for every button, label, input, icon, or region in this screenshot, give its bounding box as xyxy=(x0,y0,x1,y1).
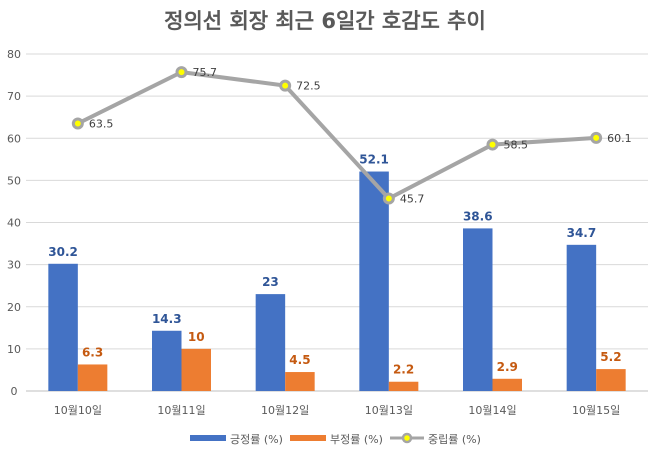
bar-positive xyxy=(48,263,78,391)
chart-title: 정의선 회장 최근 6일간 호감도 추이 xyxy=(164,9,486,33)
data-label-neutral: 75.7 xyxy=(193,66,218,79)
data-label-negative: 5.2 xyxy=(600,350,621,364)
data-label-positive: 14.3 xyxy=(152,312,182,326)
data-label-neutral: 60.1 xyxy=(607,132,632,145)
x-tick-label: 10월10일 xyxy=(54,403,102,417)
y-tick-label: 10 xyxy=(7,343,21,356)
neutral-point xyxy=(279,79,292,92)
y-tick-label: 70 xyxy=(7,90,21,103)
neutral-point xyxy=(71,117,84,130)
x-tick-label: 10월13일 xyxy=(365,403,413,417)
bar-positive xyxy=(152,330,182,391)
legend-swatch-negative xyxy=(290,435,326,441)
bar-positive xyxy=(255,294,286,391)
data-label-positive: 52.1 xyxy=(359,153,389,167)
data-label-negative: 10 xyxy=(188,330,205,344)
gridlines xyxy=(26,53,648,392)
data-label-negative: 4.5 xyxy=(289,353,310,367)
bar-positive xyxy=(463,228,493,391)
legend-label-positive: 긍정률 (%) xyxy=(230,433,283,446)
bar-positive xyxy=(359,171,389,391)
x-tick-label: 10월11일 xyxy=(157,403,205,417)
neutral-point xyxy=(175,66,188,79)
y-tick-label: 50 xyxy=(7,174,21,187)
neutral-point xyxy=(590,131,603,144)
bar-negative xyxy=(181,348,211,391)
data-label-neutral: 58.5 xyxy=(504,139,529,152)
bar-negative xyxy=(285,372,315,391)
data-label-negative: 2.2 xyxy=(393,363,414,377)
y-tick-label: 20 xyxy=(7,301,21,314)
y-tick-label: 40 xyxy=(7,217,21,230)
data-label-positive: 34.7 xyxy=(567,226,597,240)
legend-label-neutral: 중립률 (%) xyxy=(428,433,481,446)
bar-negative xyxy=(596,369,626,391)
x-tick-label: 10월15일 xyxy=(572,403,620,417)
y-tick-label: 60 xyxy=(7,132,21,145)
x-tick-label: 10월12일 xyxy=(261,403,309,417)
bar-positive xyxy=(566,244,597,391)
data-label-positive: 30.2 xyxy=(48,245,78,259)
data-label-positive: 38.6 xyxy=(463,209,493,223)
legend: 긍정률 (%) 부정률 (%) 중립률 (%) xyxy=(190,432,481,446)
y-tick-label: 30 xyxy=(7,259,21,272)
legend-swatch-neutral-marker xyxy=(401,432,413,444)
bars: 30.2 14.3 23 52.1 38.6 34.7 6.3 10 4.5 2.2 2.9 5.2 xyxy=(48,153,626,391)
data-label-neutral: 72.5 xyxy=(296,80,321,93)
data-label-negative: 2.9 xyxy=(497,360,518,374)
neutral-point xyxy=(382,192,395,205)
bar-negative xyxy=(492,378,522,391)
data-label-negative: 6.3 xyxy=(82,345,103,359)
neutral-series-line xyxy=(76,70,597,201)
bar-negative xyxy=(77,364,108,391)
x-axis-ticks: 10월10일 10월11일 10월12일 10월13일 10월14일 10월15일 xyxy=(54,403,621,417)
data-label-positive: 23 xyxy=(262,275,279,289)
legend-swatch-positive xyxy=(190,435,226,441)
y-axis-ticks: 0 10 20 30 40 50 60 70 80 xyxy=(7,48,21,398)
data-label-neutral: 63.5 xyxy=(89,118,114,131)
legend-label-negative: 부정률 (%) xyxy=(330,433,383,446)
x-tick-label: 10월14일 xyxy=(468,403,516,417)
data-label-neutral: 45.7 xyxy=(400,192,425,205)
neutral-line: 63.5 75.7 72.5 45.7 58.5 60.1 xyxy=(71,66,632,205)
bar-negative xyxy=(388,381,419,391)
neutral-point xyxy=(486,138,499,151)
y-tick-label: 0 xyxy=(11,385,18,398)
y-tick-label: 80 xyxy=(7,48,21,61)
